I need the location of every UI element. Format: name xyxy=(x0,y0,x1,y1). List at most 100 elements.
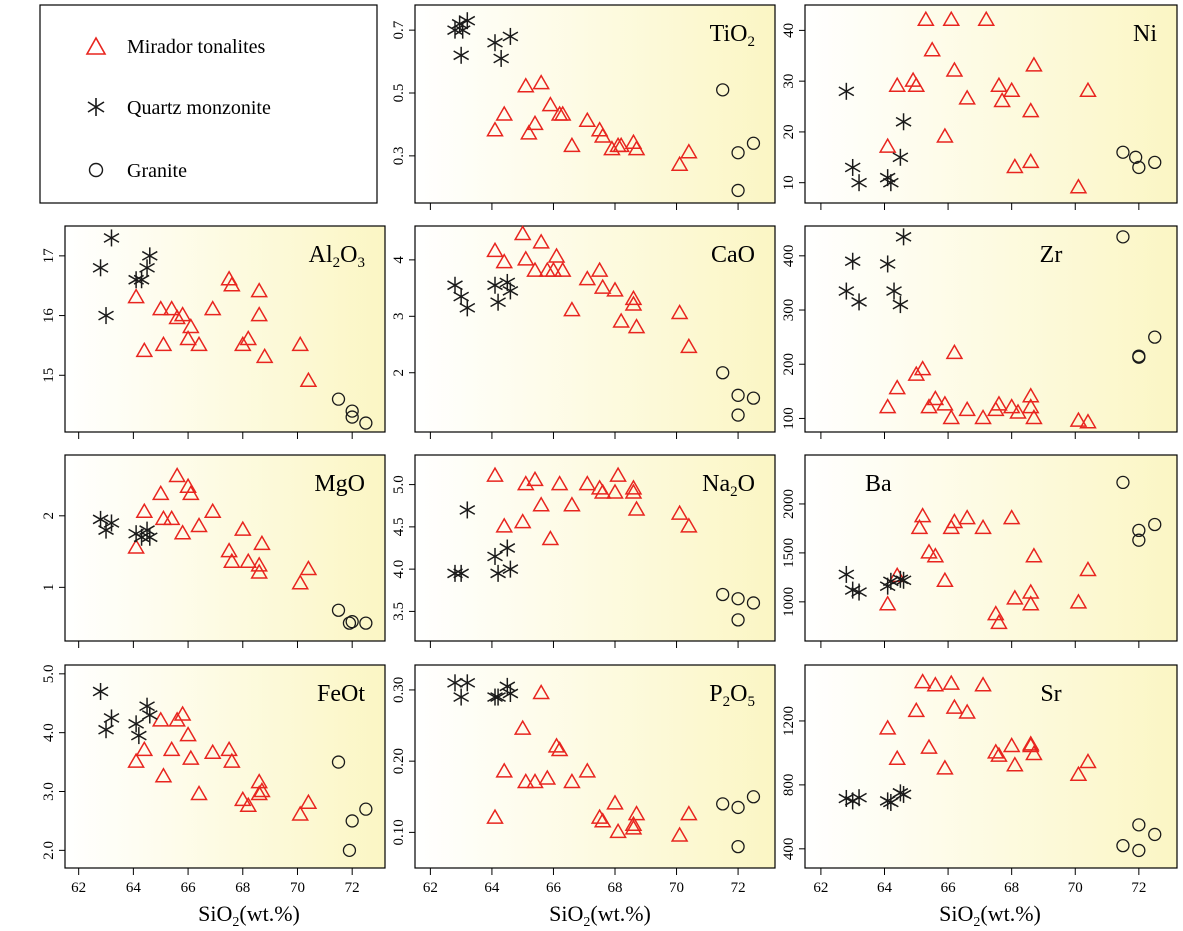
point-monzonite xyxy=(895,113,912,131)
point-tonalite xyxy=(190,784,208,801)
point-tonalite xyxy=(974,676,992,692)
point-granite xyxy=(345,404,359,418)
point-tonalite xyxy=(990,613,1008,630)
point-tonalite xyxy=(958,509,976,525)
point-tonalite xyxy=(624,295,643,311)
point-tonalite xyxy=(1079,561,1097,577)
point-tonalite xyxy=(291,335,310,352)
panel-mgo: 1 2 MgO xyxy=(41,454,386,648)
point-tonalite xyxy=(299,793,318,810)
point-monzonite xyxy=(459,12,476,30)
y-tick-label: 17 xyxy=(41,248,57,264)
point-tonalite xyxy=(1021,102,1040,118)
point-tonalite xyxy=(986,743,1005,759)
point-monzonite xyxy=(838,282,855,300)
point-monzonite xyxy=(487,34,503,52)
point-tonalite xyxy=(182,318,200,334)
point-monzonite xyxy=(141,706,158,724)
point-monzonite xyxy=(895,785,912,803)
point-tonalite xyxy=(179,726,197,742)
point-tonalite xyxy=(945,61,964,77)
point-tonalite xyxy=(532,233,550,249)
point-tonalite xyxy=(526,773,544,789)
point-monzonite xyxy=(451,15,468,33)
point-tonalite xyxy=(624,819,643,835)
point-tonalite xyxy=(624,483,643,499)
y-tick-label: 3.5 xyxy=(391,602,407,621)
point-tonalite xyxy=(945,343,964,360)
point-tonalite xyxy=(593,127,612,143)
point-tonalite xyxy=(624,479,643,495)
point-monzonite xyxy=(141,247,158,265)
point-tonalite xyxy=(627,318,646,334)
point-tonalite xyxy=(532,74,550,90)
point-tonalite xyxy=(526,114,544,131)
point-granite xyxy=(359,616,373,630)
point-granite xyxy=(1116,475,1130,490)
point-granite xyxy=(345,615,359,629)
legend: Mirador tonalites Quartz monzonite Grani… xyxy=(39,4,378,204)
x-tick-label: 64 xyxy=(126,880,142,896)
point-tonalite xyxy=(520,124,538,140)
point-tonalite xyxy=(936,571,954,588)
y-tick-label: 4.5 xyxy=(391,517,407,536)
panel-frame xyxy=(804,4,1178,204)
panel-title: FeOt xyxy=(317,681,365,707)
point-tonalite xyxy=(917,10,935,26)
point-monzonite xyxy=(490,293,506,311)
point-tonalite xyxy=(907,365,926,381)
point-tonalite xyxy=(223,752,241,768)
point-monzonite xyxy=(130,727,147,745)
point-granite xyxy=(1129,150,1143,164)
panel-title: TiO2 xyxy=(710,21,755,50)
point-granite xyxy=(1116,230,1130,244)
point-tonalite xyxy=(680,143,698,159)
point-tonalite xyxy=(250,306,268,322)
point-monzonite xyxy=(92,682,109,700)
point-granite xyxy=(731,388,745,402)
point-tonalite xyxy=(127,752,145,768)
point-monzonite xyxy=(851,583,867,601)
scatter-panels: 0.3 0.5 0.7 TiO2 10 20 30 40 Ni 15 16 17 Al2O3 2 3 4 CaO… xyxy=(41,4,1178,896)
point-granite xyxy=(731,183,745,198)
point-tonalite xyxy=(913,507,932,523)
point-granite xyxy=(746,790,761,804)
point-tonalite xyxy=(526,261,544,277)
point-granite xyxy=(716,587,730,602)
point-tonalite xyxy=(593,483,612,499)
point-monzonite xyxy=(879,169,896,187)
point-granite xyxy=(342,616,357,630)
point-tonalite xyxy=(1021,595,1040,611)
point-tonalite xyxy=(878,137,897,153)
point-tonalite xyxy=(486,808,504,824)
point-tonalite xyxy=(578,762,597,778)
x-tick-label: 64 xyxy=(877,880,893,896)
legend-label-monzonite: Quartz monzonite xyxy=(127,97,271,119)
point-tonalite xyxy=(541,96,560,112)
point-tonalite xyxy=(239,329,258,346)
point-monzonite xyxy=(98,307,114,325)
panel-frame xyxy=(804,664,1178,869)
point-tonalite xyxy=(1069,765,1088,782)
point-tonalite xyxy=(168,466,186,483)
point-tonalite xyxy=(190,517,208,533)
point-tonalite xyxy=(593,812,612,828)
point-granite xyxy=(1116,838,1130,853)
point-tonalite xyxy=(907,701,926,718)
point-tonalite xyxy=(223,276,241,292)
point-tonalite xyxy=(1006,756,1024,772)
legend-triangle-marker xyxy=(85,36,107,55)
point-granite xyxy=(331,392,346,406)
point-tonalite xyxy=(578,475,597,491)
point-tonalite xyxy=(223,552,241,569)
point-monzonite xyxy=(879,577,896,595)
point-tonalite xyxy=(233,520,252,536)
point-granite xyxy=(1148,827,1162,842)
x-tick-label: 68 xyxy=(1004,880,1019,896)
point-granite xyxy=(746,136,761,150)
point-monzonite xyxy=(139,697,155,715)
point-tonalite xyxy=(1025,56,1043,72)
point-monzonite xyxy=(487,547,503,565)
point-tonalite xyxy=(1002,737,1021,753)
point-tonalite xyxy=(541,530,560,546)
